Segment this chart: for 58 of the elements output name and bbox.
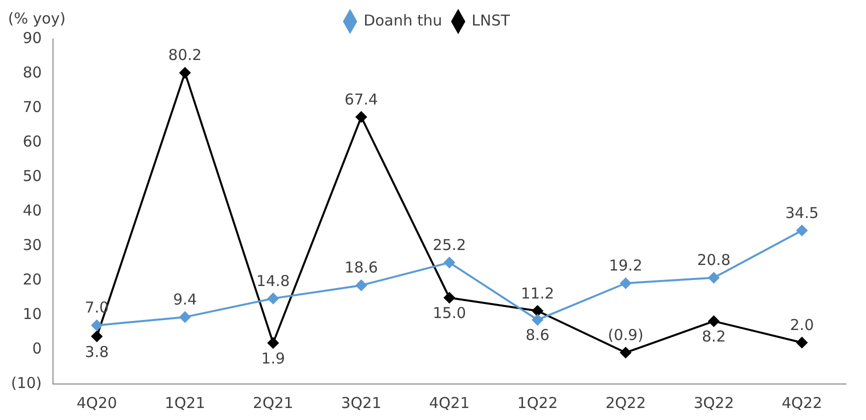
point	[356, 280, 367, 291]
point	[356, 111, 367, 122]
x-tick-label: 4Q21	[429, 394, 470, 412]
point	[444, 257, 455, 268]
y-tick-label: 90	[22, 28, 42, 47]
point	[796, 337, 808, 348]
y-axis-title: (% yoy)	[8, 9, 66, 28]
x-tick-label: 3Q22	[694, 394, 734, 412]
point	[708, 316, 720, 327]
y-tick-label: (10)	[10, 374, 42, 392]
x-tick-label: 4Q22	[782, 394, 822, 412]
data-label: 8.2	[702, 328, 726, 346]
y-tick-label: 10	[22, 304, 42, 323]
point	[532, 314, 544, 326]
y-tick-label: 30	[22, 236, 42, 254]
point	[179, 67, 190, 78]
legend-label: LNST	[472, 11, 511, 30]
data-label: 8.6	[526, 326, 550, 344]
y-tick-label: 0	[32, 339, 42, 358]
y-tick-label: 80	[22, 63, 42, 82]
point	[268, 337, 279, 348]
data-label: 1.9	[261, 349, 286, 368]
point	[179, 312, 190, 323]
point	[620, 278, 632, 289]
point	[708, 272, 720, 284]
data-label: 18.6	[344, 258, 378, 277]
x-tick-label: 2Q22	[605, 394, 646, 412]
data-label: 11.2	[520, 284, 554, 302]
data-label: 20.8	[697, 251, 730, 270]
data-label: 19.2	[608, 256, 642, 275]
data-label: 3.8	[84, 342, 109, 361]
point	[532, 305, 544, 316]
data-label: 15.0	[432, 304, 466, 322]
point	[796, 224, 808, 236]
data-label: (0.9)	[608, 326, 644, 344]
point	[268, 292, 279, 304]
y-tick-label: 50	[22, 166, 42, 185]
x-tick-label: 3Q21	[341, 394, 382, 412]
point	[444, 292, 455, 304]
y-tick-label: 60	[22, 132, 42, 150]
legend-label: Doanh thu	[364, 11, 442, 30]
x-tick-label: 1Q21	[164, 394, 206, 412]
data-label: 25.2	[432, 236, 466, 254]
point	[91, 320, 102, 331]
data-label: 34.5	[785, 204, 819, 222]
x-tick-label: 2Q21	[252, 394, 294, 412]
data-label: 80.2	[168, 46, 202, 64]
y-tick-label: 70	[22, 98, 42, 116]
x-tick-label: 4Q20	[76, 394, 118, 412]
point	[91, 330, 102, 342]
y-tick-label: 20	[22, 270, 42, 288]
data-label: 14.8	[256, 272, 290, 290]
data-label: 67.4	[344, 90, 378, 108]
x-tick-label: 1Q22	[517, 394, 558, 412]
point	[620, 347, 632, 358]
data-label: 9.4	[173, 290, 197, 308]
y-tick-label: 40	[22, 201, 42, 220]
data-label: 2.0	[790, 316, 814, 334]
